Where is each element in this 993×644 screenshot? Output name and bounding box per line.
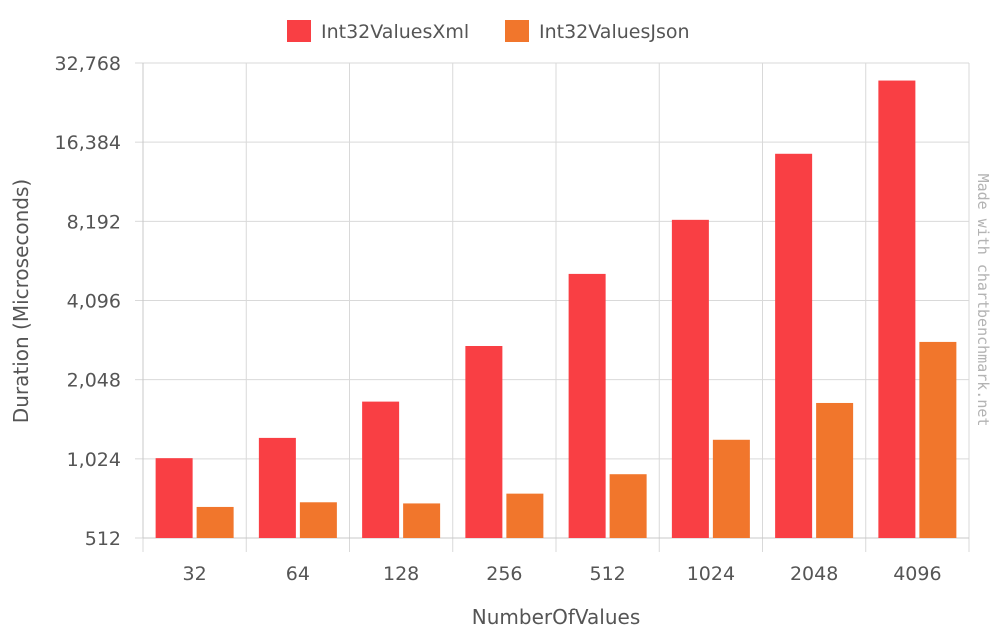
y-tick-label: 16,384 <box>55 132 121 154</box>
bar-int32valuesxml-2048 <box>775 153 813 538</box>
y-tick-label: 1,024 <box>67 449 121 471</box>
y-tick-label: 32,768 <box>55 53 121 75</box>
bar-int32valuesjson-2048 <box>816 402 854 538</box>
x-tick-label: 4096 <box>893 563 941 585</box>
grid-lines <box>135 62 970 552</box>
bar-int32valuesjson-32 <box>196 506 234 538</box>
x-tick-label: 128 <box>383 563 419 585</box>
y-tick-label: 8,192 <box>67 211 121 233</box>
y-axis-ticks: 512 1,024 2,048 4,096 8,192 16,384 32,768 <box>55 53 121 550</box>
x-tick-label: 32 <box>183 563 207 585</box>
bar-int32valuesjson-1024 <box>712 439 750 538</box>
x-axis-ticks: 32 64 128 256 512 1024 2048 4096 <box>183 563 942 585</box>
bar-int32valuesxml-64 <box>258 437 296 538</box>
bar-int32valuesjson-256 <box>506 493 544 538</box>
bar-int32valuesxml-512 <box>568 273 606 538</box>
legend-label-int32valuesxml: Int32ValuesXml <box>321 21 469 43</box>
bar-int32valuesjson-64 <box>299 502 337 538</box>
bar-int32valuesxml-32 <box>155 458 193 538</box>
bar-int32valuesjson-128 <box>403 503 441 538</box>
bar-int32valuesjson-512 <box>609 474 647 538</box>
bars <box>155 80 957 538</box>
bar-int32valuesxml-4096 <box>878 80 916 538</box>
x-tick-label: 1024 <box>687 563 735 585</box>
x-tick-label: 64 <box>286 563 310 585</box>
y-tick-label: 2,048 <box>67 370 121 392</box>
bar-int32valuesxml-128 <box>362 401 400 538</box>
bar-int32valuesxml-256 <box>465 346 503 538</box>
legend-label-int32valuesjson: Int32ValuesJson <box>539 21 690 43</box>
y-axis-title: Duration (Microseconds) <box>9 179 33 423</box>
y-tick-label: 512 <box>85 528 121 550</box>
y-tick-label: 4,096 <box>67 291 121 313</box>
bar-int32valuesxml-1024 <box>671 219 709 538</box>
legend: Int32ValuesXml Int32ValuesJson <box>287 20 690 43</box>
watermark: Made with chartbenchmark.net <box>974 174 992 427</box>
x-tick-label: 2048 <box>790 563 838 585</box>
legend-swatch-int32valuesxml <box>287 20 311 42</box>
x-tick-label: 256 <box>486 563 522 585</box>
x-axis-title: NumberOfValues <box>472 605 640 629</box>
legend-swatch-int32valuesjson <box>505 20 529 42</box>
bar-int32valuesjson-4096 <box>919 341 957 538</box>
x-tick-label: 512 <box>589 563 625 585</box>
